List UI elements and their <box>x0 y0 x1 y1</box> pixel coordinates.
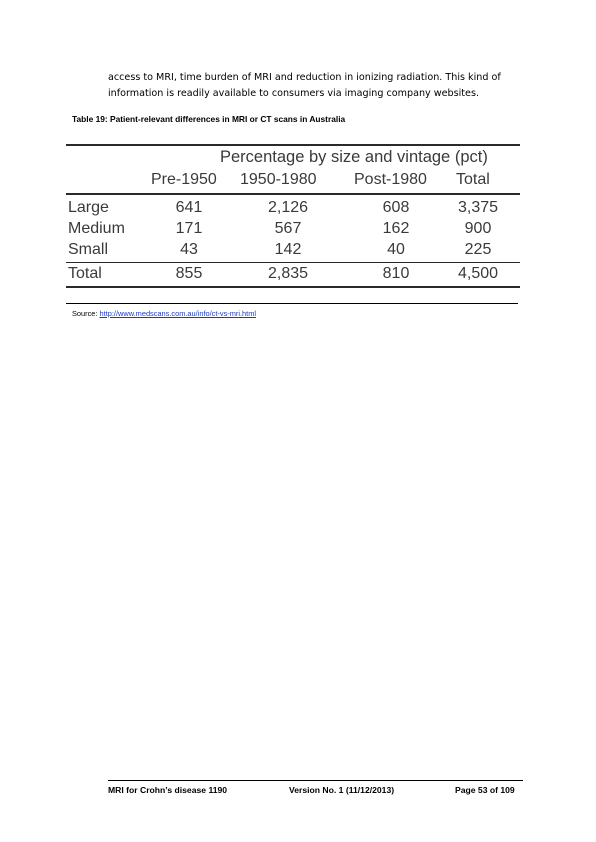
source-link[interactable]: http://www.medscans.com.au/info/ct-vs-mr… <box>99 309 257 318</box>
table-cell: 4,500 <box>457 265 499 282</box>
table-top-rule <box>66 144 520 146</box>
table-cell: 43 <box>180 241 198 258</box>
column-header-total: Total <box>456 171 490 188</box>
source-note: Source: http://www.medscans.com.au/info/… <box>72 309 256 318</box>
table-cell: 225 <box>464 241 492 258</box>
table-cell: 567 <box>274 220 302 237</box>
source-rule <box>66 303 518 304</box>
column-header-1950-1980: 1950-1980 <box>240 171 317 188</box>
table-cell: 3,375 <box>457 199 499 216</box>
table-cell: 2,835 <box>267 265 309 282</box>
total-rule <box>66 262 520 263</box>
table-cell: 2,126 <box>267 199 309 216</box>
table-cell: 40 <box>387 241 405 258</box>
table-cell: 171 <box>175 220 203 237</box>
source-prefix: Source: <box>72 309 100 318</box>
intro-line-2: information is readily available to cons… <box>108 88 479 99</box>
column-header-post-1980: Post-1980 <box>354 171 427 188</box>
footer-page-number: Page 53 of 109 <box>455 785 515 795</box>
footer-version: Version No. 1 (11/12/2013) <box>289 785 395 795</box>
row-label-small: Small <box>68 241 109 258</box>
table-super-header: Percentage by size and vintage (pct) <box>220 148 488 166</box>
table-caption: Table 19: Patient-relevant differences i… <box>72 114 346 124</box>
row-label-large: Large <box>68 199 109 216</box>
header-rule <box>66 193 520 195</box>
table-cell: 142 <box>274 241 302 258</box>
table-cell: 855 <box>175 265 203 282</box>
table-bottom-rule <box>66 286 520 288</box>
table-cell: 810 <box>382 265 410 282</box>
intro-paragraph: access to MRI, time burden of MRI and re… <box>108 70 528 102</box>
column-header-pre-1950: Pre-1950 <box>151 171 217 188</box>
table-cell: 900 <box>464 220 492 237</box>
data-table-image: Percentage by size and vintage (pct) Pre… <box>66 138 520 293</box>
row-label-total: Total <box>68 265 102 282</box>
table-cell: 641 <box>175 199 203 216</box>
row-label-medium: Medium <box>68 220 125 237</box>
intro-line-1: access to MRI, time burden of MRI and re… <box>108 72 501 83</box>
footer-rule <box>108 780 523 781</box>
footer-document-title: MRI for Crohn’s disease 1190 <box>108 785 228 795</box>
table-cell: 162 <box>382 220 410 237</box>
table-cell: 608 <box>382 199 410 216</box>
